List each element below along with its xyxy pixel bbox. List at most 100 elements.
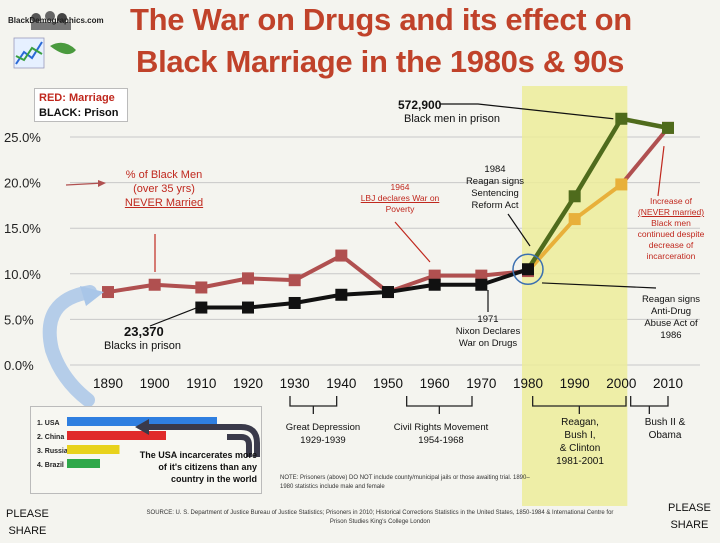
y-tick-label: 15.0% [4,221,41,236]
inset-country-label: 1. USA [37,420,60,427]
inset-bar-1 [67,431,166,440]
x-tick-label: 1980 [513,376,543,391]
marriage-point-1990 [568,213,581,226]
marriage-point-2000 [615,178,628,191]
axes: 25.0% 20.0% 15.0% 10.0% 5.0% 0.0% 1890 1900 1910… [4,130,683,414]
annotation-arrows [42,103,665,407]
prison-point-1960 [428,278,441,291]
prison-point-2010 [662,121,674,134]
bracket-bush-obama [630,396,669,414]
arrow-23370 [149,306,198,327]
marriage-point-1960 [428,269,441,282]
x-tick-label: 1940 [326,376,356,391]
annotation-reagan-1984: 1984 Reagan signs Sentencing Reform Act [465,164,525,211]
inset-country-label: 3. Russia [37,448,68,455]
chart-title-line2: Black Marriage in the 1980s & 90s [136,44,625,79]
arrow-reagan84 [507,213,531,247]
logo [6,6,122,76]
curved-arrow-left [42,285,97,407]
highlight-band [522,86,628,506]
arrow-20pct [65,182,105,186]
prison-point-1980 [522,263,534,276]
x-tick-label: 1960 [420,376,450,391]
x-tick-label: 1920 [233,376,263,391]
era-bush2-obama: Bush II & Obama [644,417,686,441]
y-tick-label: 20.0% [4,176,41,191]
x-tick-label: 2010 [653,376,683,391]
annotation-572900: 572,900 Black men in prison [398,98,500,125]
annotation-nixon: 1971 Nixon Declares War on Drugs [455,314,521,349]
bracket-civil-rights [406,396,473,414]
note-text: NOTE: Prisoners (above) DO NOT include c… [280,475,530,490]
prison-line [201,267,529,310]
x-tick-label: 1950 [373,376,403,391]
y-tick-label: 0.0% [4,358,34,373]
annotation-increase: Increase of (NEVER married) Black men co… [637,196,705,261]
x-tick-label: 1910 [186,376,216,391]
inset-arrowhead [135,419,149,435]
arrow-increase [657,146,665,197]
prison-point-1950 [382,286,394,299]
x-tick-label: 1900 [140,376,170,391]
marriage-point-1930 [288,274,301,287]
x-tick-label: 1930 [280,376,310,391]
x-tick-label: 1890 [93,376,123,391]
prison-line-post [526,116,669,271]
annotation-reagan-1986: Reagan signs Anti-Drug Abuse Act of 1986 [641,294,701,341]
y-tick-label: 10.0% [4,267,41,282]
inset-bar-3 [67,459,100,468]
prison-point-1940 [335,288,348,301]
inset-country-label: 2. China [37,434,64,441]
prison-point-2000 [615,112,628,125]
inset-incarceration-chart: 1. USA 2. China 3. Russia 4. Brazil The USA… [30,406,262,494]
prison-point-1970 [475,278,488,291]
prison-point-1930 [288,296,301,309]
legend: RED: Marriage BLACK: Prison [34,88,128,122]
marriage-line [107,253,529,295]
legend-marriage: RED: Marriage [39,92,115,104]
y-tick-label: 5.0% [4,312,34,327]
please-share-left: PLEASE SHARE [6,508,49,537]
inset-country-label: 4. Brazil [37,462,64,469]
x-tick-label: 2000 [606,376,636,391]
prison-point-1910 [195,301,208,314]
inset-bars: 1. USA 2. China 3. Russia 4. Brazil [37,417,260,469]
please-share-right: PLEASE SHARE [668,502,711,531]
era-great-depression: Great Depression 1929-1939 [285,422,361,446]
chart-title-line1: The War on Drugs and its effect on [130,2,632,37]
marriage-point-1970 [475,269,488,282]
bracket-great-depression [289,396,338,414]
prison-point-1920 [242,301,254,314]
marriage-line-end [619,126,670,186]
x-tick-label: 1990 [560,376,590,391]
highlight-1980-2000 [522,86,628,506]
legend-prison: BLACK: Prison [39,107,119,119]
era-reagan-bush-clinton: Reagan, Bush I, & Clinton 1981-2001 [556,417,604,467]
circle-1980 [512,253,544,285]
curved-arrow-head [80,286,104,306]
inset-bar-2 [67,445,120,454]
prison-point-1990 [568,190,581,203]
marriage-point-1940 [335,249,348,262]
x-tick-label: 1970 [466,376,496,391]
annotation-lbj: 1964 LBJ declares War on Poverty [360,182,440,214]
inset-bar-0 [67,417,217,426]
marriage-point-1900 [148,278,161,291]
marriage-point-1890 [102,286,114,299]
inset-caption: The USA incarcerates more of it's citize… [139,450,257,484]
y-tick-label: 25.0% [4,130,41,145]
annotation-23370: 23,370 Blacks in prison [104,324,182,352]
marriage-point-1910 [195,281,208,294]
arrow-572900 [440,103,614,120]
era-civil-rights: Civil Rights Movement 1954-1968 [393,422,489,446]
inset-arrow [149,424,260,457]
arrow-lbj [394,221,431,263]
bracket-reagan-clinton [532,396,627,414]
source-text: SOURCE: U. S. Department of Justice Bure… [146,510,614,525]
arrowhead-20pct [98,180,106,187]
marriage-point-1920 [242,272,254,285]
annotation-never-married: % of Black Men (over 35 yrs) NEVER Marri… [124,169,204,209]
logo-text: BlackDemographics.com [8,16,104,25]
arrow-reagan86 [541,282,657,289]
